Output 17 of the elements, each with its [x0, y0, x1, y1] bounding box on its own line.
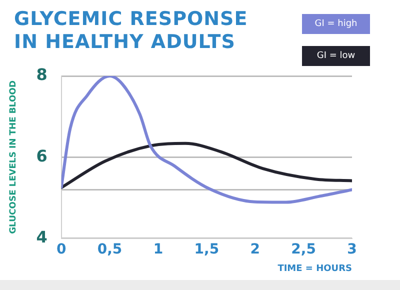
x-tick-label: 1 [153, 241, 164, 258]
x-tick-label: 1,5 [194, 241, 220, 258]
line-series [61, 142, 352, 190]
x-tick-label: 2,5 [291, 241, 316, 258]
text: GI = low [302, 46, 370, 66]
x-tick-label: 0 [56, 241, 66, 258]
x-axis-title: TIME = HOURS [278, 264, 352, 274]
y-tick-label: 6 [36, 146, 48, 166]
y-tick-label: 4 [36, 228, 48, 247]
x-tick-label: 3 [347, 241, 357, 258]
line-series [61, 76, 352, 204]
y-axis-title: GLUCOSE LEVELS IN THE BLOOD [8, 80, 18, 234]
text: GI = high [302, 14, 370, 34]
x-tick-label: 2 [250, 241, 260, 258]
x-tick-label: 0,5 [97, 241, 122, 258]
chart-title: GLYCEMIC RESPONSE IN HEALTHY ADULTS [14, 8, 248, 54]
y-tick-label: 8 [36, 65, 48, 84]
